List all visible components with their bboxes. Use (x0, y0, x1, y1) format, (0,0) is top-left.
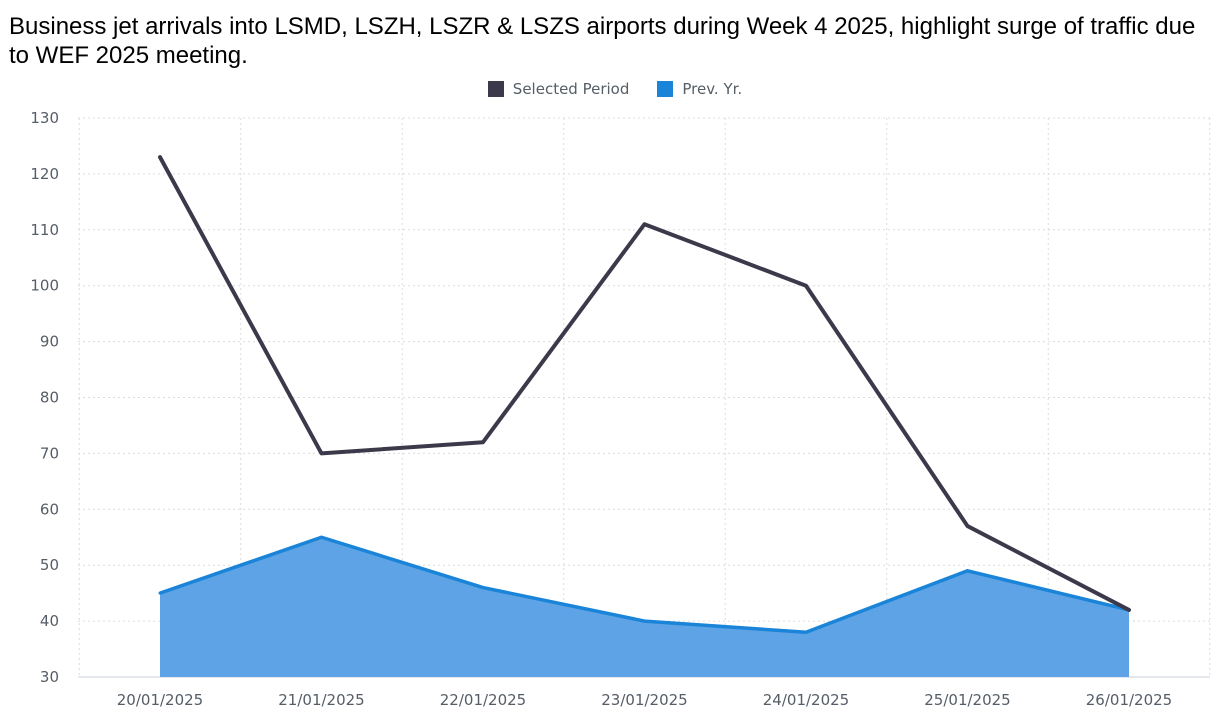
y-tick-label: 30 (40, 668, 59, 686)
prev-year-area-fill (160, 537, 1129, 677)
legend-item-prev-year[interactable]: Prev. Yr. (657, 80, 742, 98)
y-tick-label: 50 (40, 556, 59, 574)
y-tick-label: 70 (40, 444, 59, 462)
y-tick-label: 90 (40, 333, 59, 351)
y-tick-label: 110 (30, 221, 59, 239)
x-axis-ticks: 20/01/2025 21/01/2025 22/01/2025 23/01/2025… (117, 691, 1172, 709)
x-tick-label: 24/01/2025 (763, 691, 849, 709)
prev-year-point (643, 619, 646, 623)
x-tick-label: 25/01/2025 (924, 691, 1010, 709)
selected-period-point (481, 440, 485, 444)
grid-lines (78, 117, 1211, 678)
selected-period-point (966, 524, 969, 528)
selected-period-point (158, 155, 162, 159)
x-tick-label: 22/01/2025 (440, 691, 526, 709)
y-tick-label: 130 (30, 109, 59, 127)
x-tick-label: 20/01/2025 (117, 691, 203, 709)
prev-year-point (158, 591, 162, 595)
y-tick-label: 120 (30, 165, 59, 183)
legend-label-prev-year: Prev. Yr. (682, 80, 743, 98)
prev-year-point (966, 569, 969, 573)
y-tick-label: 100 (30, 277, 59, 295)
selected-period-point (1127, 608, 1131, 612)
y-tick-label: 80 (40, 389, 59, 407)
legend-swatch-prev-year (657, 81, 674, 97)
x-tick-label: 26/01/2025 (1086, 691, 1172, 709)
chart-title: Business jet arrivals into LSMD, LSZH, L… (9, 13, 1196, 69)
legend-item-selected-period[interactable]: Selected Period (487, 80, 630, 98)
selected-period-point (804, 284, 808, 288)
prev-year-area-series (158, 535, 1131, 677)
legend: Selected Period Prev. Yr. (0, 78, 1230, 100)
x-tick-label: 21/01/2025 (278, 691, 364, 709)
legend-swatch-selected-period (487, 81, 504, 97)
prev-year-point (481, 586, 485, 590)
prev-year-point (320, 535, 323, 539)
selected-period-point (643, 222, 646, 226)
selected-period-line-series (158, 155, 1131, 612)
y-tick-label: 60 (40, 500, 59, 518)
y-axis-ticks: 30 40 50 60 70 80 90 100 110 120 130 (30, 109, 59, 686)
legend-label-selected-period: Selected Period (512, 80, 630, 98)
y-tick-label: 40 (40, 612, 59, 630)
selected-period-point (320, 451, 323, 455)
x-tick-label: 23/01/2025 (601, 691, 687, 709)
prev-year-point (804, 630, 808, 634)
